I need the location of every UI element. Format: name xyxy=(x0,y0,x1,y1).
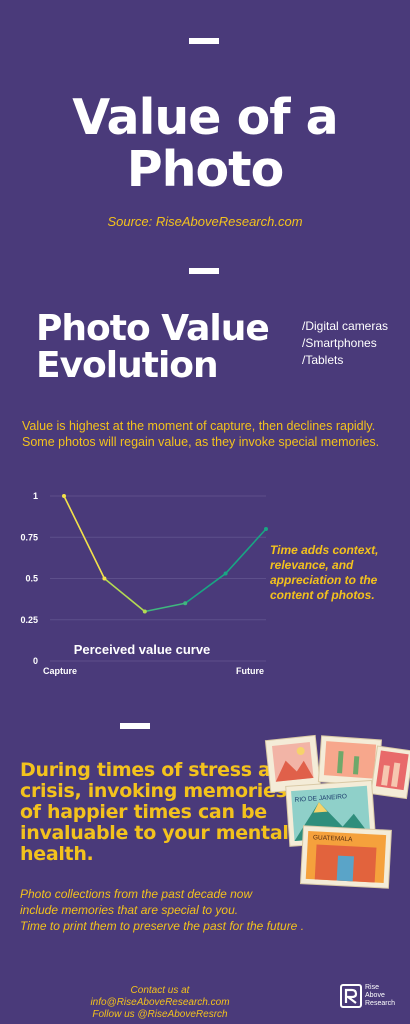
data-point xyxy=(62,494,66,498)
series-segment xyxy=(225,528,267,575)
data-point xyxy=(223,571,228,576)
data-point xyxy=(102,576,107,581)
divider xyxy=(189,268,219,274)
context-note: Time adds context, relevance, and apprec… xyxy=(270,543,379,602)
postcard-caption: RIO DE JANEIRO xyxy=(294,793,347,804)
data-point xyxy=(264,527,268,531)
page-title: Value of a Photo xyxy=(72,89,338,198)
postcard-caption: GUATEMALA xyxy=(313,834,354,843)
postcards-illustration: RIO DE JANEIRO GUATEMALA xyxy=(264,734,410,889)
brand-logo: Rise Above Research xyxy=(340,984,395,1008)
section-heading: Photo Value Evolution xyxy=(36,308,270,386)
data-point xyxy=(183,601,188,606)
collections-line: Time to print them to preserve the past … xyxy=(20,919,305,933)
y-tick-label: 0.25 xyxy=(20,615,38,625)
device-item: /Smartphones xyxy=(302,336,377,350)
contact-email[interactable]: Contact us at info@RiseAboveResearch.com xyxy=(90,985,230,1008)
y-tick-label: 0.75 xyxy=(20,532,38,542)
y-tick-label: 1 xyxy=(33,491,38,501)
collections-text: Photo collections from the past decade n… xyxy=(20,886,380,934)
divider xyxy=(189,38,219,44)
contact-info: Contact us at info@RiseAboveResearch.com… xyxy=(60,985,260,1021)
logo-word: Above xyxy=(365,992,385,999)
series-segment xyxy=(63,495,106,579)
y-tick-label: 0.5 xyxy=(25,574,38,584)
logo-word: Research xyxy=(365,1000,395,1007)
divider xyxy=(120,723,150,729)
follow-handle[interactable]: Follow us @RiseAboveResrch xyxy=(92,1009,228,1020)
collections-line: include memories that are special to you… xyxy=(20,903,239,917)
x-tick-label: Capture xyxy=(43,666,77,676)
series-segment xyxy=(144,602,186,613)
collections-line: Photo collections from the past decade n… xyxy=(20,887,253,901)
series-segment xyxy=(184,572,227,604)
section-heading-line: Photo Value xyxy=(36,308,270,349)
x-tick-label: Future xyxy=(236,666,264,676)
device-list: /Digital cameras /Smartphones /Tablets xyxy=(302,318,388,369)
value-curve-chart: 0 0.25 0.5 0.75 1 Capture Future Perceived va… xyxy=(20,491,268,676)
section-heading-line: Evolution xyxy=(36,345,219,386)
y-tick-label: 0 xyxy=(33,656,38,666)
source-text: Source: RiseAboveResearch.com xyxy=(107,214,303,229)
device-item: /Digital cameras xyxy=(302,319,389,333)
data-point xyxy=(142,609,147,614)
logo-icon xyxy=(340,984,362,1008)
value-description: Value is highest at the moment of captur… xyxy=(22,419,380,449)
stress-headline: During times of stress and crisis, invok… xyxy=(20,759,298,865)
chart-title: Perceived value curve xyxy=(74,642,211,657)
series-segment xyxy=(103,577,146,613)
device-item: /Tablets xyxy=(302,353,344,367)
logo-word: Rise xyxy=(365,984,380,991)
